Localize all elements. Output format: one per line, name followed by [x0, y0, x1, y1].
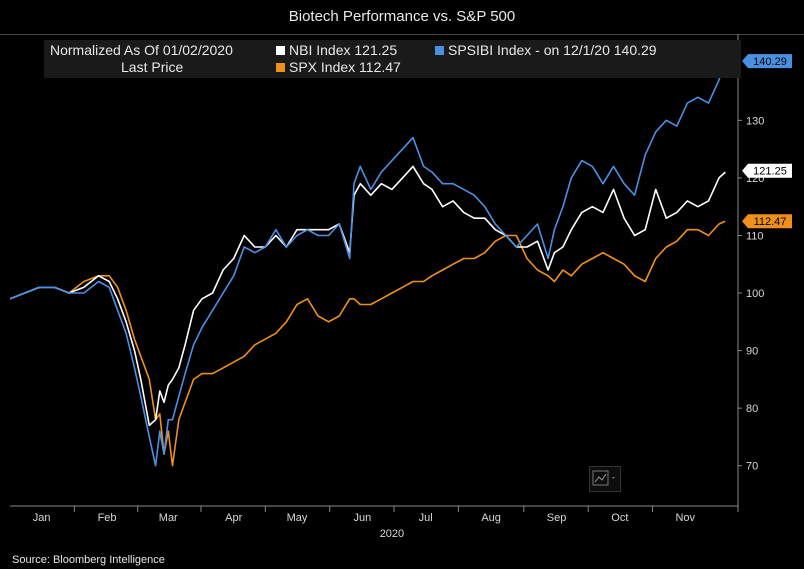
- last-price-tag-spx: 112.47: [742, 214, 792, 229]
- series-line-nbi[interactable]: [10, 165, 726, 427]
- x-tick-label: Jun: [354, 512, 372, 524]
- x-tick-label: Nov: [675, 512, 695, 524]
- y-tick-label: 130: [746, 115, 764, 127]
- y-tick-label: 110: [746, 230, 764, 242]
- x-tick-label: Jul: [419, 512, 433, 524]
- source-note: Source: Bloomberg Intelligence: [12, 554, 165, 566]
- x-axis-year-label: 2020: [380, 528, 404, 540]
- y-tick-label: 70: [746, 461, 758, 473]
- legend-item-nbi[interactable]: NBI Index 121.25: [276, 42, 397, 58]
- legend-label-spx: SPX Index 112.47: [289, 59, 401, 75]
- chart-type-button[interactable]: [589, 466, 621, 492]
- y-tick-label: 100: [746, 288, 764, 300]
- last-price-value: 121.25: [753, 166, 787, 178]
- y-tick-label: 80: [746, 403, 758, 415]
- line-chart-icon: [592, 470, 615, 486]
- series-line-spsibi[interactable]: [10, 60, 727, 467]
- x-tick-label: Sep: [547, 512, 567, 524]
- chart-title: Biotech Performance vs. S&P 500: [288, 8, 516, 25]
- last-price-tag-bg: [742, 163, 792, 178]
- x-tick-label: Oct: [611, 512, 628, 524]
- last-price-value: 112.47: [754, 216, 787, 228]
- last-price-tag-bg: [742, 214, 792, 229]
- y-tick-label: 90: [746, 346, 758, 358]
- x-tick-label: Mar: [159, 512, 178, 524]
- series-line-spx[interactable]: [10, 220, 726, 467]
- legend-item-spx[interactable]: SPX Index 112.47: [276, 59, 401, 75]
- last-price-tag-nbi: 121.25: [742, 163, 792, 178]
- legend-heading-normalized: Normalized As Of 01/02/2020: [50, 42, 233, 58]
- legend-swatch-spsibi: [435, 46, 444, 55]
- x-tick-label: Aug: [481, 512, 501, 524]
- title-bar: Biotech Performance vs. S&P 500: [0, 0, 804, 35]
- last-price-value: 140.29: [753, 56, 787, 68]
- x-tick-label: Jan: [33, 512, 51, 524]
- x-tick-label: Apr: [225, 512, 242, 524]
- legend-swatch-spx: [276, 63, 285, 72]
- legend-item-spsibi[interactable]: SPSIBI Index - on 12/1/20 140.29: [435, 42, 657, 58]
- chevron-down-icon: [612, 477, 615, 479]
- x-tick-label: May: [287, 512, 308, 524]
- legend-label-spsibi: SPSIBI Index - on 12/1/20 140.29: [448, 42, 657, 58]
- legend-heading-last-price: Last Price: [121, 59, 184, 75]
- legend-swatch-nbi: [276, 46, 285, 55]
- chart-area: 70 80 90 100 110 120 130 Jan Feb Mar Apr May Jun Jul A…: [10, 34, 802, 550]
- last-price-tag-bg: [742, 54, 792, 69]
- last-price-tag-spsibi: 140.29: [742, 54, 792, 69]
- x-tick-label: Feb: [98, 512, 117, 524]
- legend-label-nbi: NBI Index 121.25: [289, 42, 398, 58]
- legend: Normalized As Of 01/02/2020 Last Price N…: [44, 40, 741, 78]
